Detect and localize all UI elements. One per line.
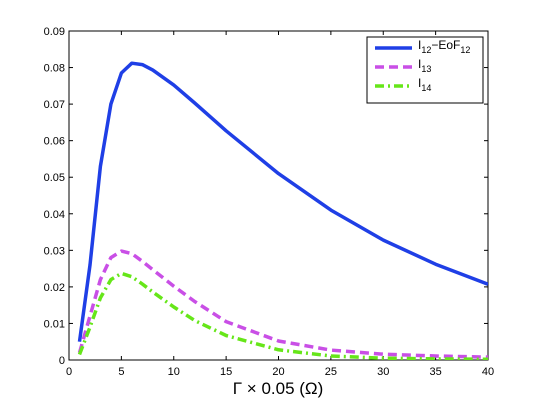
x-tick-label: 30 (377, 366, 389, 378)
x-tick-label: 25 (325, 366, 337, 378)
axis-ticks: 0 5 10 15 20 25 30 35 40 0 0.01 0.02 0.03 0.04 0.05 0.0… (44, 26, 495, 378)
y-tick-label: 0.07 (44, 99, 65, 111)
y-tick-label: 0.04 (44, 209, 65, 221)
y-tick-label: 0.02 (44, 282, 65, 294)
x-tick-label: 15 (220, 366, 232, 378)
series-lines (77, 61, 488, 360)
x-tick-label: 20 (272, 366, 284, 378)
x-tick-label: 5 (118, 366, 124, 378)
x-axis-label: Γ × 0.05 (Ω) (233, 379, 324, 398)
y-tick-label: 0.08 (44, 63, 65, 75)
y-tick-label: 0.06 (44, 136, 65, 148)
legend-label-3: I14 (418, 76, 431, 93)
legend-label-1: I12−EoF12 (418, 38, 470, 55)
series-line-2 (77, 249, 488, 359)
series-line-3 (77, 271, 488, 360)
y-tick-label: 0.05 (44, 172, 65, 184)
y-tick-label: 0 (59, 355, 65, 367)
x-tick-label: 0 (66, 366, 72, 378)
legend: I12−EoF12 I13 I14 (366, 36, 484, 104)
legend-label-2: I13 (418, 57, 431, 74)
y-tick-label: 0.09 (44, 26, 65, 38)
x-tick-label: 40 (482, 366, 494, 378)
y-tick-label: 0.01 (44, 318, 65, 330)
x-tick-label: 10 (168, 366, 180, 378)
x-tick-label: 35 (430, 366, 442, 378)
y-tick-label: 0.03 (44, 245, 65, 257)
series-line-1 (77, 61, 488, 342)
